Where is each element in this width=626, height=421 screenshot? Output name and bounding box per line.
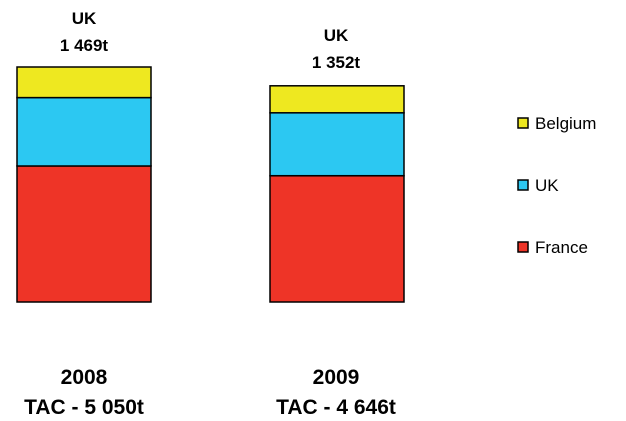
legend-swatch-france [517,241,529,253]
top-annotation-value-2008: 1 469t [60,36,109,55]
category-year-2008: 2008 [61,366,108,389]
category-year-2009: 2009 [313,366,360,389]
legend-label-belgium: Belgium [535,114,596,133]
bar-2009-france [269,175,405,303]
top-annotation-value-2009: 1 352t [312,53,361,72]
bar-2008-uk [16,96,152,167]
bar-2009-belgium [269,85,405,114]
category-tac-2008: TAC - 5 050t [24,396,144,419]
bar-2008-france [16,165,152,303]
bar-2008-belgium [16,66,152,99]
legend-swatch-uk [517,179,529,191]
legend-label-france: France [535,238,588,257]
legend-label-uk: UK [535,176,559,195]
top-annotation-name-2009: UK [324,26,349,45]
bar-2009-uk [269,112,405,177]
category-tac-2009: TAC - 4 646t [276,396,396,419]
legend-swatch-belgium [517,117,529,129]
legend: Belgium UK France [517,114,596,257]
bars-group [16,66,405,303]
top-annotation-name-2008: UK [72,9,97,28]
